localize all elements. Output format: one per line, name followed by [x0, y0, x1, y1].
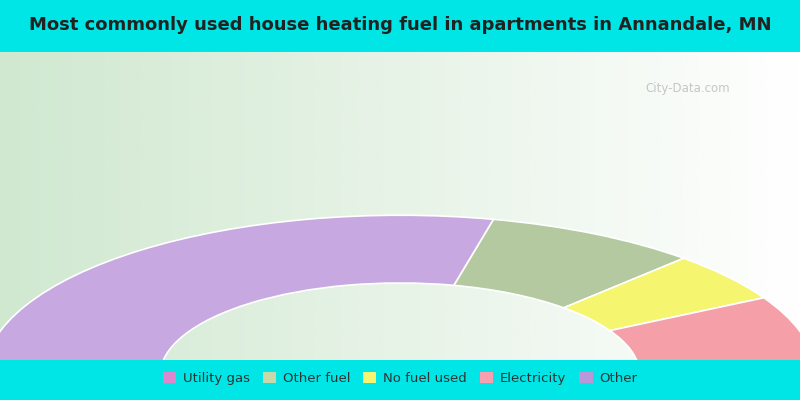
- Wedge shape: [454, 219, 684, 308]
- Wedge shape: [610, 298, 800, 369]
- Legend: Utility gas, Other fuel, No fuel used, Electricity, Other: Utility gas, Other fuel, No fuel used, E…: [158, 367, 642, 391]
- Text: City-Data.com: City-Data.com: [646, 82, 730, 96]
- Wedge shape: [564, 258, 764, 331]
- Wedge shape: [639, 364, 800, 375]
- Wedge shape: [0, 215, 494, 375]
- Text: Most commonly used house heating fuel in apartments in Annandale, MN: Most commonly used house heating fuel in…: [29, 16, 771, 34]
